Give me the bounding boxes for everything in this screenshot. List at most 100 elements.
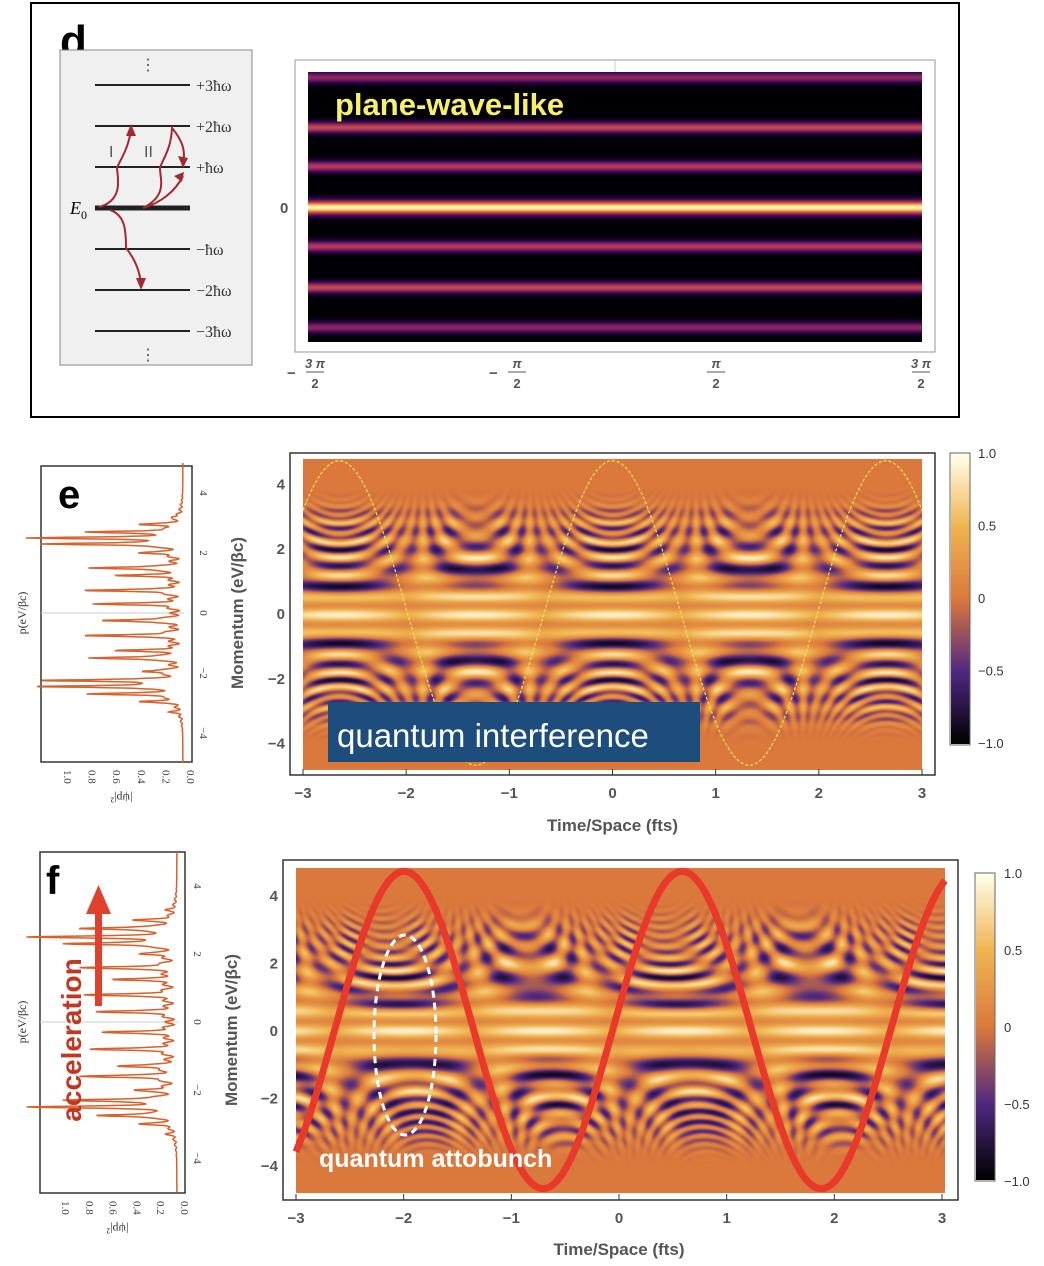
y-tick-label: 4 [277, 476, 286, 493]
energy-level-label: −ħω [196, 242, 224, 259]
y-tick-label: 2 [270, 956, 278, 973]
spectrum-y-label: p(eV/βc) [15, 1001, 29, 1044]
spectrum-x-tick: 1.0 [61, 770, 73, 784]
spectrum-y-tick: 0 [191, 1019, 203, 1025]
spectrum-x-tick: 1.0 [59, 1201, 71, 1215]
e-colorbar-image [951, 454, 970, 744]
panel-d-frame [30, 2, 960, 418]
colorbar-tick-label: 1.0 [978, 446, 996, 461]
y-tick-label: 0 [277, 606, 285, 623]
colorbar-tick-label: 0 [1004, 1020, 1011, 1035]
spectrum-x-tick: 0.8 [86, 770, 98, 784]
d-x-tick-den: 2 [712, 376, 719, 391]
spectrum-x-tick: 0.6 [110, 770, 122, 784]
ellipsis-top: ⋮ [140, 57, 156, 74]
x-tick-label: −3 [294, 785, 311, 802]
f-annotation: quantum attobunch [319, 1145, 552, 1173]
x-tick-label: 2 [830, 1210, 838, 1227]
x-tick-label: −2 [395, 1210, 412, 1227]
x-tick-label: −3 [287, 1210, 304, 1227]
f-colorbar-ticks: 1.0 0.5 0 −0.5 −1.0 [1004, 866, 1030, 1189]
arrowhead-icon [126, 124, 136, 136]
d-x-tick-sign: − [287, 365, 296, 382]
spectrum-y-tick: −4 [197, 727, 209, 739]
d-x-tick: π2 [707, 356, 725, 391]
spectrum-x-label: |ψp|² [110, 791, 132, 805]
spectrum-y-tick: 4 [191, 883, 203, 889]
e-colorbar-ticks: 1.0 0.5 0 −0.5 −1.0 [978, 446, 1004, 751]
transition-arrows [98, 124, 188, 290]
d-x-tick-num: 3 π [305, 356, 326, 371]
e-overlay-curve [302, 460, 923, 766]
f-colorbar-image [976, 874, 995, 1180]
energy-level-label: +ħω [196, 160, 224, 177]
y-axis-label: Momentum (eV/βc) [228, 537, 247, 689]
panel-f-label: f [46, 859, 60, 903]
d-heatmap-image [308, 72, 922, 342]
spectrum-x-tick: 0.6 [107, 1201, 119, 1215]
x-tick-label: 1 [722, 1210, 730, 1227]
e-annotation-box [328, 702, 700, 762]
e-spectrum-axes: 1.0 0.8 0.6 0.4 0.2 0.0 4 2 0 −2 −4 p(eV/βc) |ψp|² [15, 490, 209, 805]
spectrum-y-tick: 4 [197, 490, 209, 496]
arrowhead-icon [178, 156, 188, 168]
energy-levels: +3ħω +2ħω +ħω −ħω −2ħω −3ħω [95, 78, 232, 341]
energy-level-label: −3ħω [196, 324, 232, 341]
d-x-tick-den: 2 [513, 376, 520, 391]
acceleration-arrow-shaft [95, 910, 102, 1006]
arrowhead-icon [136, 278, 146, 290]
arrowhead-icon [174, 172, 184, 182]
y-tick-label: −2 [268, 671, 285, 688]
d-x-tick-num: π [711, 356, 721, 371]
spectrum-x-tick: 0.0 [184, 770, 196, 784]
y-tick-label: 2 [277, 541, 285, 558]
colorbar-tick-label: 1.0 [1004, 866, 1022, 881]
colorbar-tick-label: 0.5 [1004, 943, 1022, 958]
spectrum-x-tick: 0.2 [154, 1201, 166, 1215]
f-side-annotation: acceleration [56, 958, 87, 1121]
spectrum-x-tick: 0.8 [83, 1201, 95, 1215]
y-axis-label: Momentum (eV/βc) [222, 954, 241, 1106]
d-x-tick-num: π [512, 356, 522, 371]
colorbar-tick-label: 0 [978, 591, 985, 606]
d-x-tick-num: 3 π [911, 356, 932, 371]
ground-state-label: E0 [69, 198, 87, 222]
spectrum-y-tick: 2 [197, 550, 209, 556]
acceleration-arrow [86, 885, 111, 1006]
f-overlay-curve [292, 867, 948, 1193]
d-x-tick: 3 π2 [911, 356, 932, 391]
x-axis-label: Time/Space (fts) [547, 816, 678, 835]
x-axis-label: Time/Space (fts) [553, 1240, 684, 1259]
spectrum-x-tick: 0.4 [130, 1201, 142, 1215]
y-tick-label: −4 [261, 1158, 279, 1175]
spectrum-y-tick: 2 [191, 951, 203, 957]
f-colorbar-frame [974, 872, 996, 1182]
spectrum-x-label: |ψp|² [106, 1222, 128, 1236]
e-colorbar-frame [949, 452, 971, 746]
f-heatmap-image [296, 868, 945, 1193]
acceleration-arrowhead-icon [86, 885, 111, 914]
e-heatmap-axes: −3 −2 −1 0 1 2 3 4 2 0 −2 −4 Time/Space (fts) Momentu… [228, 476, 926, 835]
transition-path-down [109, 209, 142, 286]
y-tick-label: −4 [268, 736, 286, 753]
colorbar-tick-label: −0.5 [1004, 1097, 1030, 1112]
e-spectrum-frame [40, 465, 193, 763]
d-x-tick: −π 2 [489, 356, 526, 391]
x-tick-label: 2 [815, 785, 823, 802]
colorbar-tick-label: 0.5 [978, 519, 996, 534]
d-x-tick-den: 2 [311, 376, 318, 391]
colorbar-tick-label: −1.0 [1004, 1174, 1030, 1189]
colorbar-tick-label: −1.0 [978, 736, 1004, 751]
spectrum-y-tick: −2 [197, 667, 209, 679]
x-tick-label: −1 [501, 785, 518, 802]
f-spectrum-line [26, 852, 178, 1192]
y-tick-label: −2 [261, 1091, 278, 1108]
d-x-tick-sign: − [489, 365, 498, 382]
path-label-ii: II [144, 144, 153, 161]
x-tick-label: 0 [615, 1210, 623, 1227]
spectrum-y-tick: −4 [191, 1152, 203, 1164]
d-x-tick: −3 π 2 [287, 356, 326, 391]
